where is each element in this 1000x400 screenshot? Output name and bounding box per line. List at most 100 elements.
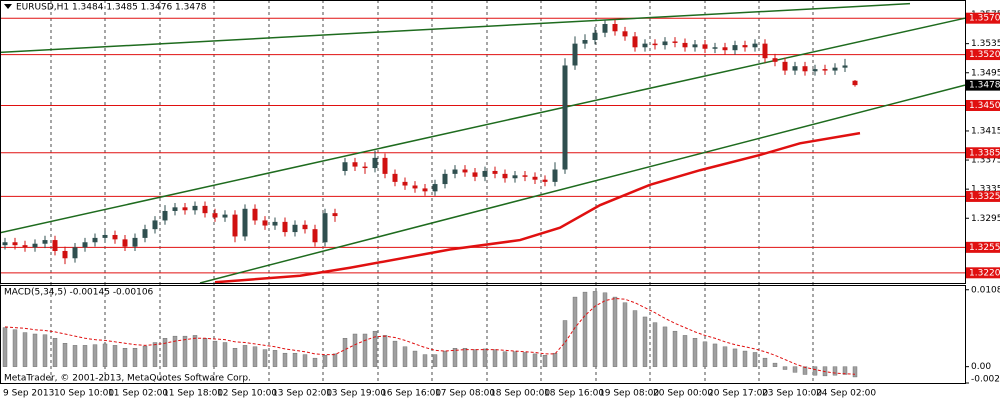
candle-body	[702, 44, 708, 49]
macd-bar	[782, 366, 788, 370]
candle-body	[62, 250, 68, 259]
x-tick-label: 13 Sep 19:00	[326, 389, 386, 399]
macd-bar	[152, 342, 158, 367]
macd-bar	[92, 344, 98, 367]
macd-bar	[642, 316, 648, 367]
macd-title: MACD(5,34,5) -0.00145 -0.00106	[4, 288, 154, 298]
macd-bar	[842, 366, 848, 375]
macd-bar	[132, 348, 138, 367]
macd-bar	[512, 351, 518, 367]
macd-bar	[332, 353, 338, 367]
macd-bar	[52, 338, 58, 367]
candle-body	[362, 166, 368, 169]
candle-body	[172, 207, 178, 211]
macd-bar	[722, 346, 728, 367]
macd-bar	[522, 352, 528, 367]
candle-body	[542, 179, 548, 182]
macd-bar	[732, 348, 738, 367]
macd-bar	[452, 348, 458, 367]
candle-body	[312, 229, 318, 243]
marks-layer	[0, 2, 966, 378]
macd-bar	[552, 352, 558, 367]
candle-body	[592, 32, 598, 41]
macd-signal	[4, 297, 856, 375]
candle-body	[852, 80, 858, 86]
macd-bar	[202, 338, 208, 367]
trendline	[0, 17, 966, 234]
macd-bar	[22, 332, 28, 367]
current-price-label: 1.3478	[969, 81, 1000, 91]
candle-body	[302, 224, 308, 230]
candle-body	[612, 24, 618, 32]
y-tick-label: 1.3375	[971, 156, 1000, 166]
candle-body	[772, 58, 778, 62]
macd-bar	[172, 335, 178, 367]
candle-body	[632, 36, 638, 48]
candle-body	[572, 43, 578, 66]
candle-body	[752, 43, 758, 48]
macd-bar	[652, 322, 658, 367]
macd-bar	[42, 334, 48, 367]
candle-body	[132, 237, 138, 247]
y-tick-label: 1.3335	[971, 185, 1000, 195]
candle-body	[842, 65, 848, 68]
current-price-box	[966, 79, 1000, 91]
level-label-box	[966, 12, 1000, 24]
level-label: 1.3220	[969, 268, 1000, 278]
candle-body	[232, 214, 238, 237]
level-label: 1.3385	[969, 148, 1000, 158]
level-label: 1.3325	[969, 192, 1000, 202]
level-label-box	[966, 49, 1000, 61]
x-tick-label: 9 Sep 2013	[3, 389, 54, 399]
y-tick-label: 1.3415	[971, 126, 1000, 136]
x-tick-label: 18 Sep 16:00	[544, 389, 604, 399]
candle-body	[192, 205, 198, 211]
macd-bar	[222, 342, 228, 367]
macd-bar	[2, 327, 8, 367]
candle-body	[412, 185, 418, 189]
macd-bar	[592, 291, 598, 367]
macd-bar	[422, 354, 428, 367]
candle-body	[152, 220, 158, 230]
candle-body	[202, 205, 208, 214]
macd-bar	[492, 349, 498, 367]
macd-bar	[362, 333, 368, 367]
macd-bar	[342, 338, 348, 367]
x-tick-label: 20 Sep 17:00	[708, 389, 768, 399]
candle-body	[742, 45, 748, 48]
candle-body	[562, 65, 568, 170]
macd-bar	[682, 335, 688, 367]
candle-body	[802, 66, 808, 72]
candle-body	[262, 220, 268, 226]
candle-body	[512, 175, 518, 179]
candle-body	[792, 66, 798, 71]
macd-bar	[852, 366, 858, 378]
candle-body	[672, 41, 678, 43]
macd-bar	[352, 333, 358, 367]
candle-body	[452, 169, 458, 174]
macd-bar	[212, 340, 218, 367]
macd-bar	[102, 343, 108, 367]
macd-bar	[112, 345, 118, 367]
menu-triangle	[4, 4, 12, 9]
macd-bar	[672, 330, 678, 367]
candle-body	[522, 175, 528, 177]
level-label-box	[966, 147, 1000, 159]
x-tick-label: 17 Sep 08:00	[435, 389, 495, 399]
candle-body	[212, 213, 218, 218]
copyright: MetaTrader, © 2001-2013, MetaQuotes Soft…	[4, 374, 251, 384]
candle-body	[72, 247, 78, 259]
y-tick-label: 1.3535	[971, 39, 1000, 49]
candle-body	[252, 208, 258, 221]
candle-body	[782, 61, 788, 71]
candle-body	[102, 234, 108, 238]
candle-body	[442, 173, 448, 185]
grid-layer	[0, 0, 965, 383]
macd-bar	[402, 346, 408, 367]
macd-bar	[162, 338, 168, 367]
candle-body	[622, 31, 628, 37]
candle-body	[532, 176, 538, 180]
candle-body	[282, 221, 288, 233]
